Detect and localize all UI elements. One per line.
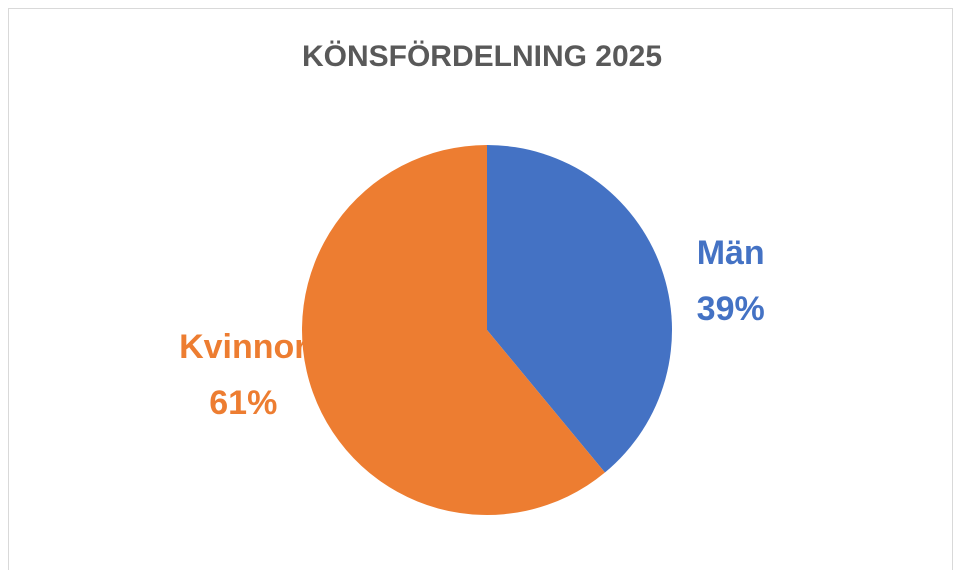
pie-slice: [487, 145, 673, 473]
slice-category-label: Kvinnor: [179, 328, 307, 366]
pie-slice: [302, 145, 605, 515]
slice-category-label: Män: [697, 234, 765, 272]
chart-title: KÖNSFÖRDELNING 2025: [302, 40, 662, 73]
slice-value-label: 61%: [209, 384, 277, 422]
slice-value-label: 39%: [697, 290, 765, 328]
